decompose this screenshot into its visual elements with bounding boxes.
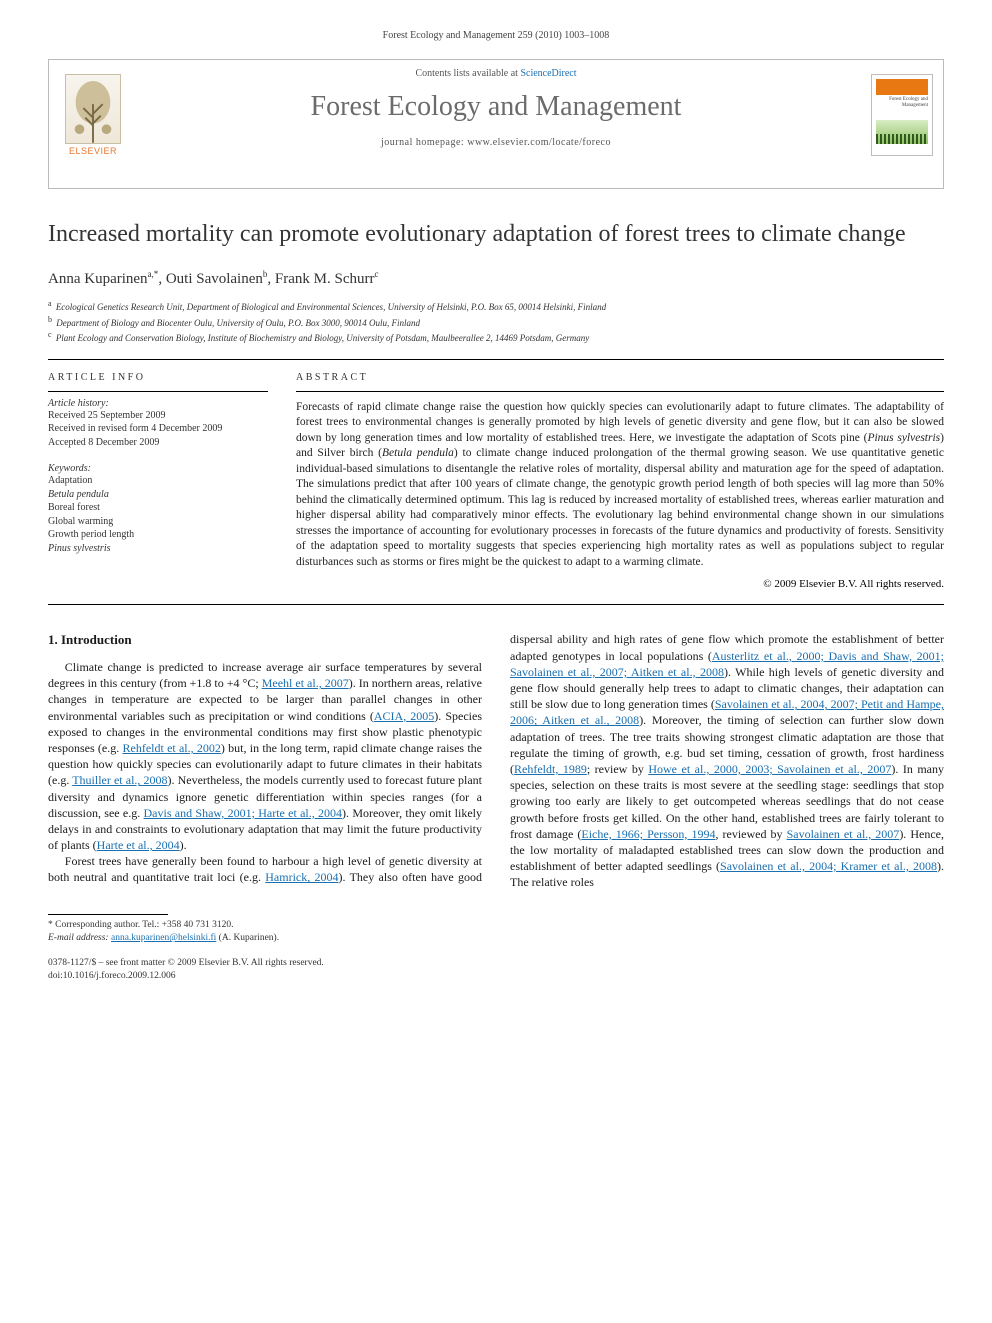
affiliation: b Department of Biology and Biocenter Ou… (48, 314, 944, 330)
footnote-rule (48, 914, 168, 915)
keyword: Global warming (48, 515, 268, 529)
info-rule (48, 391, 268, 392)
cover-thumb-title: Forest Ecology and Management (876, 97, 928, 108)
journal-name: Forest Ecology and Management (63, 91, 929, 123)
citation-link[interactable]: Howe et al., 2000, 2003; Savolainen et a… (648, 762, 891, 776)
author-list: Anna Kuparinena,*, Outi Savolainenb, Fra… (48, 269, 944, 288)
history-line: Accepted 8 December 2009 (48, 436, 268, 450)
contents-prefix: Contents lists available at (415, 68, 520, 79)
keyword: Betula pendula (48, 488, 268, 502)
citation-link[interactable]: Meehl et al., 2007 (262, 676, 349, 690)
abstract-copyright: © 2009 Elsevier B.V. All rights reserved… (296, 578, 944, 590)
keyword: Pinus sylvestris (48, 542, 268, 556)
affiliation: c Plant Ecology and Conservation Biology… (48, 329, 944, 345)
keyword: Boreal forest (48, 501, 268, 515)
citation-link[interactable]: Savolainen et al., 2004; Kramer et al., … (720, 859, 937, 873)
citation-link[interactable]: Rehfeldt, 1989 (514, 762, 587, 776)
affiliation: a Ecological Genetics Research Unit, Dep… (48, 298, 944, 314)
publisher-wordmark: ELSEVIER (59, 146, 127, 156)
citation-link[interactable]: Eiche, 1966; Persson, 1994 (581, 827, 715, 841)
publisher-logo: ELSEVIER (59, 74, 127, 156)
cover-thumb-forest-icon (876, 120, 928, 144)
homepage-url[interactable]: www.elsevier.com/locate/foreco (467, 137, 611, 148)
journal-masthead: ELSEVIER Forest Ecology and Management C… (48, 59, 944, 189)
section-heading-introduction: 1. Introduction (48, 631, 482, 649)
issn-line: 0378-1127/$ – see front matter © 2009 El… (48, 957, 944, 970)
body-paragraph-1: Climate change is predicted to increase … (48, 659, 482, 853)
article-body: 1. Introduction Climate change is predic… (48, 631, 944, 890)
citation-link[interactable]: Hamrick, 2004 (265, 870, 338, 884)
citation-link[interactable]: Savolainen et al., 2007 (787, 827, 900, 841)
abstract-column: ABSTRACT Forecasts of rapid climate chan… (296, 372, 944, 591)
email-suffix: (A. Kuparinen). (216, 933, 279, 943)
citation-link[interactable]: Thuiller et al., 2008 (72, 773, 167, 787)
history-line: Received 25 September 2009 (48, 409, 268, 423)
keyword: Adaptation (48, 474, 268, 488)
abstract-rule (296, 391, 944, 392)
journal-homepage-line: journal homepage: www.elsevier.com/locat… (63, 137, 929, 148)
email-label: E-mail address: (48, 933, 111, 943)
keywords-head: Keywords: (48, 463, 268, 474)
corresponding-email-line: E-mail address: anna.kuparinen@helsinki.… (48, 932, 944, 945)
keyword: Growth period length (48, 528, 268, 542)
citation-link[interactable]: Harte et al., 2004 (97, 838, 180, 852)
running-header: Forest Ecology and Management 259 (2010)… (48, 30, 944, 41)
homepage-prefix: journal homepage: (381, 137, 467, 148)
citation-link[interactable]: Davis and Shaw, 2001; Harte et al., 2004 (144, 806, 343, 820)
issn-doi-block: 0378-1127/$ – see front matter © 2009 El… (48, 957, 944, 983)
abstract-heading: ABSTRACT (296, 372, 944, 383)
history-line: Received in revised form 4 December 2009 (48, 422, 268, 436)
article-info-heading: ARTICLE INFO (48, 372, 268, 383)
corresponding-email-link[interactable]: anna.kuparinen@helsinki.fi (111, 933, 216, 943)
contents-available-line: Contents lists available at ScienceDirec… (63, 68, 929, 79)
rule-bottom (48, 604, 944, 605)
article-info-column: ARTICLE INFO Article history: Received 2… (48, 372, 268, 591)
citation-link[interactable]: Rehfeldt et al., 2002 (123, 741, 221, 755)
abstract-text: Forecasts of rapid climate change raise … (296, 400, 944, 571)
corresponding-author-line: * Corresponding author. Tel.: +358 40 73… (48, 919, 944, 932)
elsevier-tree-icon (65, 74, 121, 144)
corresponding-author-footnote: * Corresponding author. Tel.: +358 40 73… (48, 914, 944, 945)
citation-link[interactable]: ACIA, 2005 (374, 709, 434, 723)
article-title: Increased mortality can promote evolutio… (48, 219, 944, 249)
sciencedirect-link[interactable]: ScienceDirect (520, 68, 576, 79)
cover-thumb-orange-bar (876, 79, 928, 95)
journal-cover-thumbnail: Forest Ecology and Management (871, 74, 933, 156)
article-history-head: Article history: (48, 398, 268, 409)
affiliation-list: a Ecological Genetics Research Unit, Dep… (48, 298, 944, 345)
doi-line: doi:10.1016/j.foreco.2009.12.006 (48, 970, 944, 983)
